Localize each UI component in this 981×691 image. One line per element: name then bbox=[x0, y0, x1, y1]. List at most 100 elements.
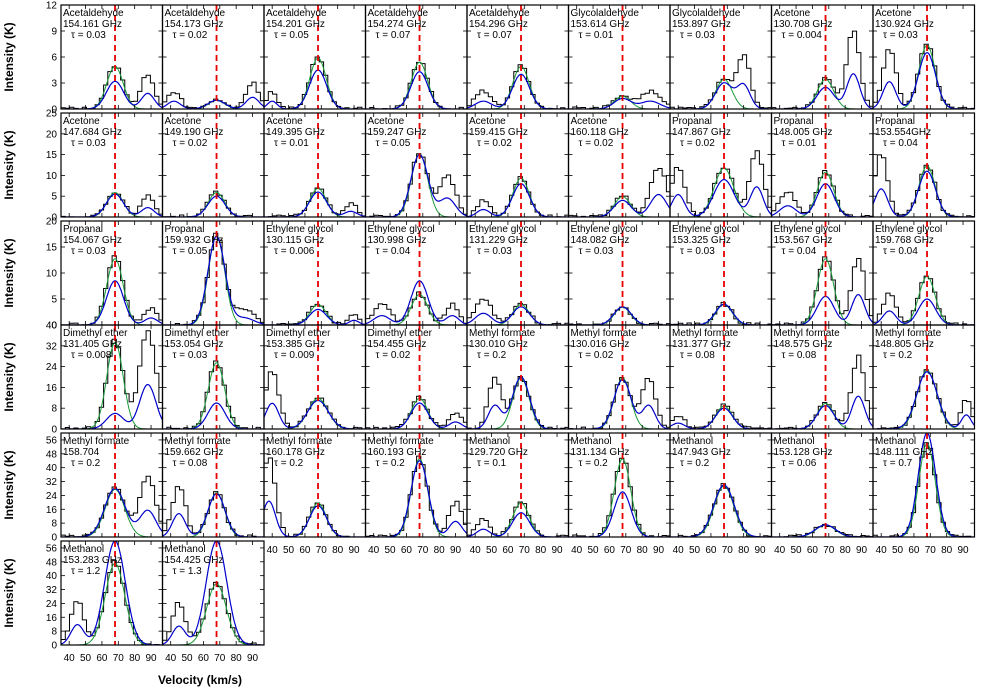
blue-model-curve bbox=[365, 153, 467, 217]
blue-model-curve bbox=[873, 170, 975, 217]
observed-spectrum bbox=[771, 354, 873, 429]
blue-model-curve bbox=[264, 191, 366, 217]
green-model-curve bbox=[61, 488, 163, 537]
blue-model-curve bbox=[568, 306, 670, 325]
x-tick-label: 90 bbox=[551, 545, 563, 556]
y-tick-label: 5 bbox=[51, 192, 57, 203]
x-tick-label: 60 bbox=[807, 545, 819, 556]
x-tick-label: 70 bbox=[417, 545, 429, 556]
frequency-label: 159.415 GHz bbox=[469, 127, 528, 138]
opacity-label: τ = 0.03 bbox=[883, 30, 918, 41]
panel-plot-area bbox=[568, 221, 670, 325]
x-tick-label: 70 bbox=[214, 653, 226, 664]
molecule-label: Glycolaldehyde bbox=[571, 8, 640, 19]
y-tick-label: 8 bbox=[51, 404, 57, 415]
blue-model-curve bbox=[771, 293, 873, 325]
y-tick-label: 8 bbox=[51, 627, 57, 638]
observed-spectrum bbox=[568, 457, 670, 537]
blue-model-curve bbox=[264, 399, 366, 429]
frequency-label: 147.684 GHz bbox=[63, 127, 122, 138]
y-tick-label: 16 bbox=[46, 383, 58, 394]
molecule-label: Acetone bbox=[469, 116, 506, 127]
molecule-label: Ethylene glycol bbox=[774, 224, 841, 235]
green-model-curve bbox=[61, 65, 163, 109]
y-tick-label: 0 bbox=[51, 213, 57, 224]
green-model-curve bbox=[365, 397, 467, 429]
frequency-label: 147.867 GHz bbox=[672, 127, 731, 138]
blue-model-curve bbox=[771, 73, 873, 109]
frequency-label: 131.405 GHz bbox=[63, 339, 122, 350]
molecule-label: Ethylene glycol bbox=[266, 224, 333, 235]
observed-spectrum bbox=[771, 256, 873, 325]
blue-model-curve bbox=[670, 484, 772, 537]
opacity-label: τ = 0.02 bbox=[173, 138, 208, 149]
molecule-label: Ethylene glycol bbox=[469, 224, 536, 235]
frequency-label: 148.005 GHz bbox=[774, 127, 833, 138]
molecule-label: Propanal bbox=[63, 224, 103, 235]
y-tick-label: 56 bbox=[46, 435, 58, 446]
molecule-label: Acetone bbox=[165, 116, 202, 127]
panel-plot-area bbox=[467, 433, 569, 537]
y-tick-label: 32 bbox=[46, 585, 58, 596]
panel-frame bbox=[872, 432, 976, 538]
opacity-label: τ = 0.03 bbox=[477, 246, 512, 257]
molecule-label: Acetone bbox=[875, 8, 912, 19]
y-tick-label: 40 bbox=[46, 321, 58, 332]
x-tick-label: 80 bbox=[840, 545, 852, 556]
y-tick-label: 32 bbox=[46, 477, 58, 488]
blue-model-curve bbox=[568, 193, 670, 217]
observed-spectrum bbox=[61, 192, 163, 217]
molecule-label: Propanal bbox=[672, 116, 712, 127]
opacity-label: τ = 1.2 bbox=[71, 566, 101, 577]
y-tick-label: 48 bbox=[46, 449, 58, 460]
y-tick-label: 25 bbox=[46, 109, 58, 120]
observed-spectrum bbox=[365, 61, 467, 109]
x-tick-label: 70 bbox=[722, 545, 734, 556]
observed-spectrum bbox=[264, 56, 366, 109]
opacity-label: τ = 0.008 bbox=[71, 350, 112, 361]
frequency-label: 154.296 GHz bbox=[469, 19, 528, 30]
panel-plot-area bbox=[670, 221, 772, 325]
frequency-label: 148.082 GHz bbox=[571, 235, 630, 246]
x-tick-label: 50 bbox=[80, 653, 92, 664]
observed-spectrum bbox=[771, 170, 873, 217]
observed-spectrum bbox=[873, 43, 975, 109]
frequency-label: 153.567 GHz bbox=[774, 235, 833, 246]
x-axis-layer: 40 50 60 70 80 90 40 50 60 70 80 90 40 50 60 70 80 90 40 50… bbox=[64, 545, 969, 664]
blue-model-curve bbox=[670, 303, 772, 325]
opacity-label: τ = 0.05 bbox=[376, 138, 411, 149]
y-axis-title: Intensity (K) bbox=[2, 130, 16, 199]
molecule-label: Propanal bbox=[774, 116, 814, 127]
opacity-label: τ = 0.2 bbox=[477, 350, 507, 361]
molecule-label: Methanol bbox=[875, 436, 916, 447]
y-tick-label: 0 bbox=[51, 321, 57, 332]
molecule-label: Methanol bbox=[63, 544, 104, 555]
observed-spectrum bbox=[162, 81, 264, 109]
x-tick-label: 60 bbox=[908, 545, 920, 556]
frequency-label: 147.943 GHz bbox=[672, 447, 731, 458]
opacity-label: τ = 0.02 bbox=[173, 30, 208, 41]
molecule-label: Methanol bbox=[672, 436, 713, 447]
green-model-curve bbox=[670, 485, 772, 537]
x-tick-label: 90 bbox=[450, 545, 462, 556]
frequency-label: 154.067 GHz bbox=[63, 235, 122, 246]
molecule-label: Methyl formate bbox=[774, 328, 841, 339]
blue-model-curve bbox=[873, 52, 975, 109]
frequency-label: 159.662 GHz bbox=[165, 447, 224, 458]
observed-spectrum bbox=[467, 376, 569, 429]
opacity-label: τ = 0.02 bbox=[376, 350, 411, 361]
molecule-label: Dimethyl ether bbox=[266, 328, 331, 339]
